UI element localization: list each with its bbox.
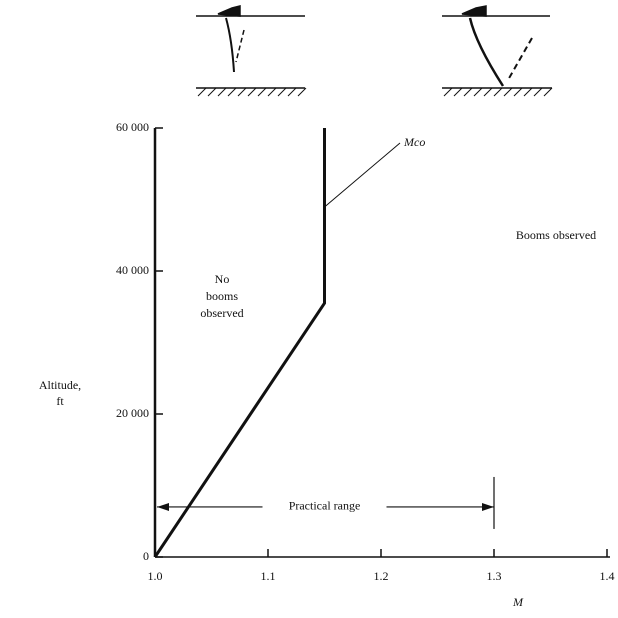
- y-tick-label: 40 000: [116, 263, 149, 277]
- y-tick-label: 60 000: [116, 120, 149, 134]
- arrow-head: [157, 502, 169, 511]
- x-tick-label: 1.4: [600, 569, 615, 583]
- y-axis-label: ft: [56, 394, 64, 408]
- label-bg: [262, 497, 387, 516]
- series-label: Mco: [403, 135, 425, 149]
- annotation: No: [215, 272, 230, 286]
- leader-line: [324, 142, 401, 208]
- x-tick-label: 1.0: [148, 569, 163, 583]
- annotation: Booms observed: [516, 228, 596, 242]
- x-tick-label: 1.2: [374, 569, 389, 583]
- data-line: [153, 128, 326, 558]
- x-axis-label: M: [512, 595, 524, 609]
- y-tick-label: 0: [143, 549, 149, 563]
- arrow-head: [482, 502, 494, 511]
- x-tick-label: 1.3: [487, 569, 502, 583]
- y-axis-label: Altitude,: [39, 378, 81, 392]
- annotation: observed: [200, 306, 243, 320]
- x-tick-label: 1.1: [261, 569, 276, 583]
- annotation: Practical range: [289, 499, 361, 513]
- annotation: booms: [206, 289, 238, 303]
- y-tick-label: 20 000: [116, 406, 149, 420]
- sketches: [196, 5, 553, 97]
